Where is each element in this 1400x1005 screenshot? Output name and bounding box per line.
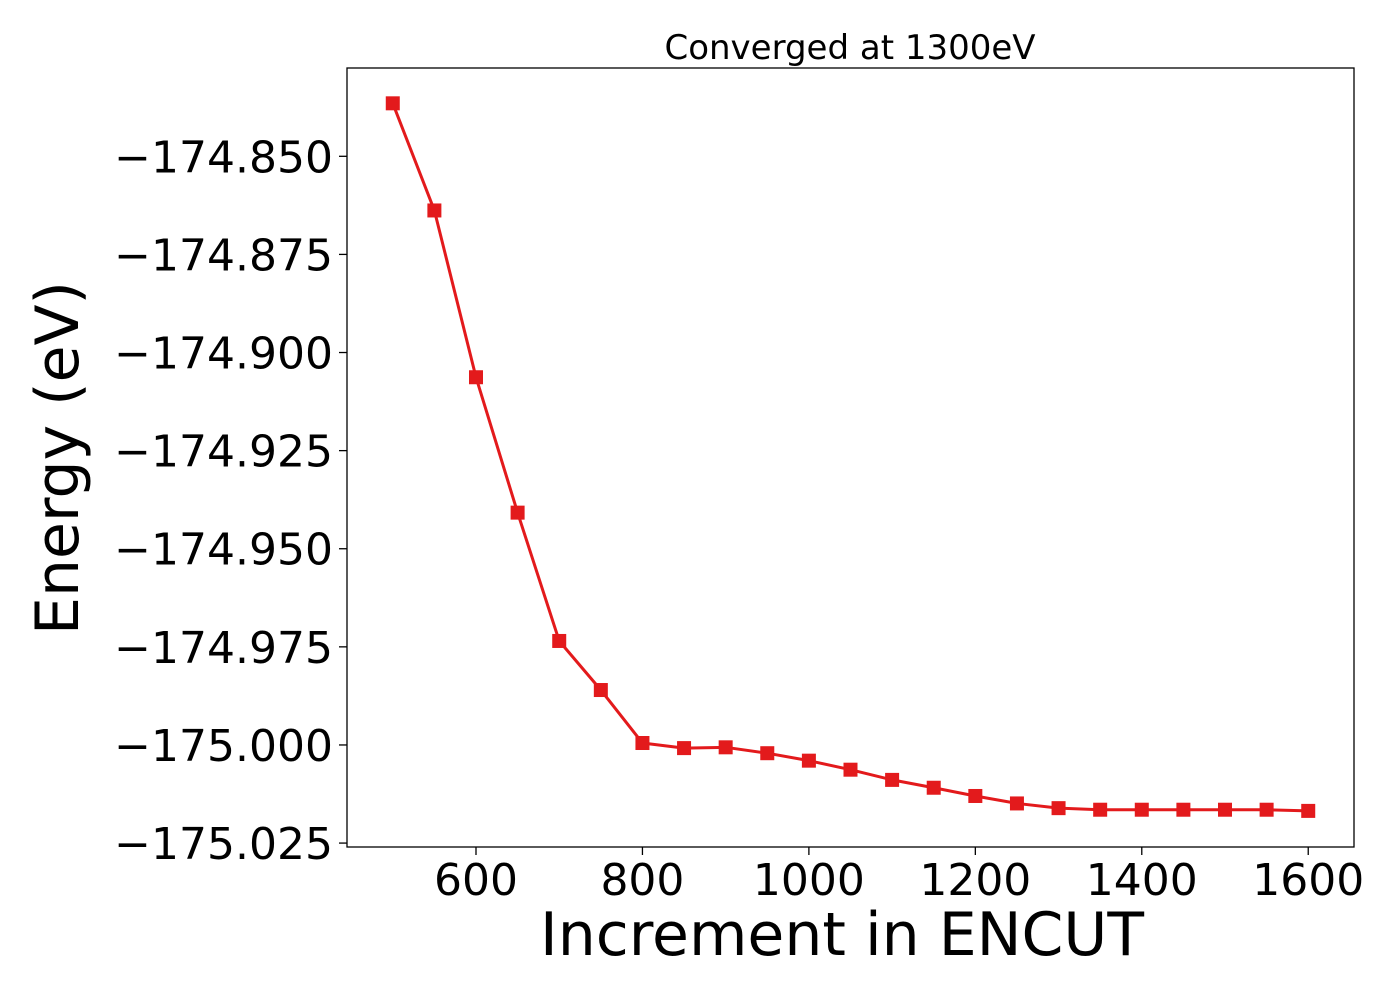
y-axis-label: Energy (eV) [23,281,93,635]
x-tick-label: 600 [434,855,518,906]
x-tick-label: 800 [600,855,684,906]
plot-frame [346,67,1355,848]
data-point-marker [593,683,608,698]
data-point-marker [677,741,692,756]
plot-layer [385,96,1316,818]
data-point-marker [385,96,400,111]
chart-title: Converged at 1300eV [664,28,1035,68]
data-point-marker [843,762,858,777]
data-point-marker [718,740,733,755]
data-point-marker [1009,796,1024,811]
data-point-marker [1259,802,1274,817]
y-tick-label: −175.025 [114,819,333,870]
x-axis: 600 800 1000 1200 1400 1600 [434,847,1364,906]
data-point-marker [1301,803,1316,818]
y-axis: −174.850 −174.875 −174.900 −174.925 −174.950… [114,132,347,870]
y-tick-label: −174.925 [114,427,333,478]
data-point-marker [926,780,941,795]
x-tick-label: 1200 [919,855,1031,906]
data-point-marker [1051,801,1066,816]
data-point-marker [1134,802,1149,817]
y-tick-label: −174.950 [114,525,333,576]
data-point-marker [885,772,900,787]
data-point-marker [801,753,816,768]
data-point-marker [1218,802,1233,817]
x-tick-label: 1400 [1086,855,1198,906]
series-line [391,102,1309,813]
y-tick-label: −174.975 [114,623,333,674]
data-point-marker [1176,802,1191,817]
x-tick-label: 1000 [753,855,865,906]
data-point-marker [427,203,442,218]
x-tick-label: 1600 [1252,855,1364,906]
data-point-marker [760,746,775,761]
data-point-marker [1093,802,1108,817]
x-axis-label: Increment in ENCUT [540,900,1144,970]
y-tick-label: −174.850 [114,132,333,183]
data-point-marker [552,633,567,648]
data-point-marker [968,788,983,803]
y-tick-label: −174.900 [114,329,333,380]
data-point-marker [510,505,525,520]
y-tick-label: −174.875 [114,230,333,281]
y-tick-label: −175.000 [114,721,333,772]
data-point-marker [468,370,483,385]
data-point-marker [635,736,650,751]
